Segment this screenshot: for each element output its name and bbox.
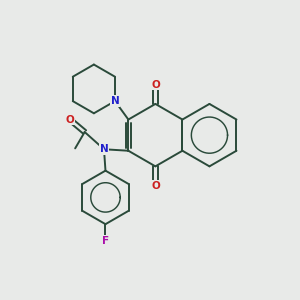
Text: N: N <box>111 96 119 106</box>
Text: O: O <box>151 181 160 191</box>
Text: O: O <box>65 115 74 124</box>
Text: O: O <box>151 80 160 90</box>
Text: N: N <box>100 144 108 154</box>
Text: F: F <box>102 236 109 245</box>
